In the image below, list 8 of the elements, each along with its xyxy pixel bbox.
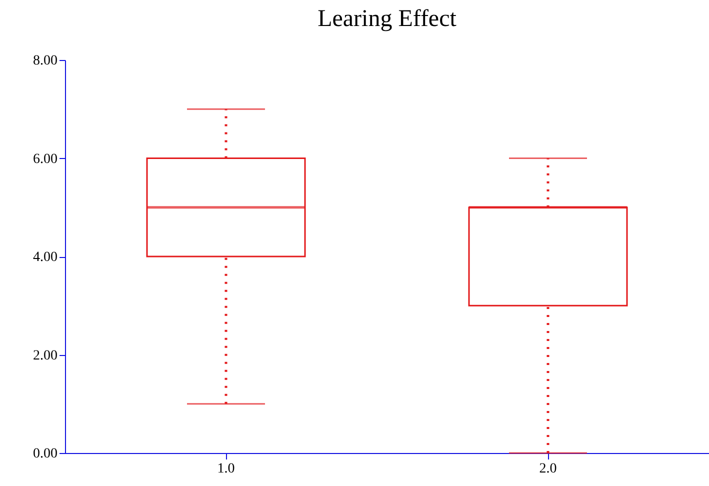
y-tick-label: 4.00 bbox=[33, 250, 58, 265]
x-tick-label: 1.0 bbox=[217, 462, 235, 476]
x-tick-label: 2.0 bbox=[539, 462, 557, 476]
y-tick-label: 8.00 bbox=[33, 54, 58, 68]
y-tick-label: 0.00 bbox=[33, 446, 58, 462]
y-tick-label: 6.00 bbox=[33, 152, 58, 167]
chart-title: Learing Effect bbox=[318, 6, 457, 32]
y-tick-label: 2.00 bbox=[33, 348, 58, 364]
